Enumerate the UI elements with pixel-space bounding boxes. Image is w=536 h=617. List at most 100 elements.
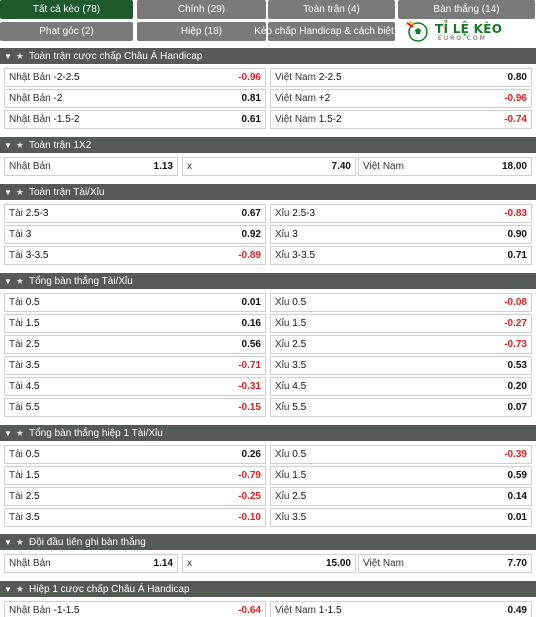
odds-row: Tài 0.5 0.01 Xỉu 0.5 -0.08 <box>0 293 536 312</box>
odds-cell[interactable]: Xỉu 0.5 -0.08 <box>270 293 532 312</box>
section-header[interactable]: ▼ ★ Toàn trận 1X2 <box>0 137 536 153</box>
odds-cell[interactable]: Xỉu 1.5 -0.27 <box>270 313 532 333</box>
odds-cell[interactable]: Việt Nam 2-2.5 0.80 <box>270 68 532 87</box>
odds-cell[interactable]: Tài 1.5 0.16 <box>4 313 266 333</box>
odds-value: 0.16 <box>241 317 261 329</box>
odds-cell[interactable]: Tài 5.5 -0.15 <box>4 397 266 417</box>
odds-cell[interactable]: Việt Nam 1.5-2 -0.74 <box>270 109 532 129</box>
odds-cell[interactable]: Xỉu 5.5 0.07 <box>270 397 532 417</box>
odds-cell[interactable]: Tài 2.5 0.56 <box>4 334 266 354</box>
tab-handicap-margin[interactable]: Kèo chấp Handicap & cách biệt (3) <box>254 22 409 41</box>
odds-cell[interactable]: Xỉu 1.5 0.59 <box>270 465 532 485</box>
section-header[interactable]: ▼ ★ Đội đầu tiên ghi bàn thắng <box>0 534 536 550</box>
selection-name: Xỉu <box>275 401 290 413</box>
odds-cell[interactable]: Tài 0.5 0.26 <box>4 445 266 464</box>
odds-cell[interactable]: Việt Nam 7.70 <box>358 554 532 573</box>
odds-value: 0.71 <box>507 249 527 261</box>
collapse-arrow-icon[interactable]: ▼ <box>4 537 12 547</box>
odds-value: -0.96 <box>238 72 261 83</box>
selection-name: Xỉu <box>275 338 290 350</box>
odds-cell[interactable]: Nhật Bản -2 0.81 <box>4 88 266 108</box>
odds-cell[interactable]: Xỉu 3.5 0.53 <box>270 355 532 375</box>
odds-cell[interactable]: Xỉu 4.5 0.20 <box>270 376 532 396</box>
section-title: Tổng bàn thắng Tài/Xỉu <box>29 275 133 287</box>
odds-cell[interactable]: Xỉu 3.5 0.01 <box>270 507 532 527</box>
section-header[interactable]: ▼ ★ Tổng bàn thắng Tài/Xỉu <box>0 273 536 289</box>
odds-cell[interactable]: Nhật Bản -1-1.5 -0.64 <box>4 601 266 617</box>
star-icon[interactable]: ★ <box>15 427 24 438</box>
tab-corners[interactable]: Phạt góc (2) <box>0 22 133 41</box>
section-fulltime-asian-handicap: ▼ ★ Toàn trận cược chấp Châu Á Handicap Nhậ… <box>0 48 536 129</box>
star-icon[interactable]: ★ <box>15 536 24 547</box>
odds-cell[interactable]: Tài 2.5-3 0.67 <box>4 204 266 223</box>
section-header[interactable]: ▼ ★ Toàn trận Tài/Xỉu <box>0 184 536 200</box>
collapse-arrow-icon[interactable]: ▼ <box>4 276 12 286</box>
odds-cell[interactable]: Nhật Bản 1.13 <box>4 157 178 176</box>
selection-name: Nhật Bản <box>9 72 51 83</box>
logo-subtext: EURO.COM <box>438 35 487 42</box>
odds-cell[interactable]: Tài 2.5 -0.25 <box>4 486 266 506</box>
odds-cell[interactable]: Tài 4.5 -0.31 <box>4 376 266 396</box>
collapse-arrow-icon[interactable]: ▼ <box>4 584 12 594</box>
tab-main[interactable]: Chính (29) <box>137 0 266 19</box>
odds-cell[interactable]: Tài 3 0.92 <box>4 224 266 244</box>
collapse-arrow-icon[interactable]: ▼ <box>4 140 12 150</box>
handicap-line: 2.5-3 <box>292 208 316 219</box>
odds-cell[interactable]: Tài 0.5 0.01 <box>4 293 266 312</box>
star-icon[interactable]: ★ <box>15 275 24 286</box>
odds-cell[interactable]: Việt Nam +2 -0.96 <box>270 88 532 108</box>
handicap-line: -2 <box>53 92 63 104</box>
odds-cell[interactable]: Nhật Bản -2-2.5 -0.96 <box>4 68 266 87</box>
odds-cell[interactable]: Việt Nam 18.00 <box>358 157 532 176</box>
selection-name: Nhật Bản <box>9 92 51 104</box>
handicap-line: 4.5 <box>25 380 40 392</box>
section-header[interactable]: ▼ ★ Hiệp 1 cược chấp Châu Á Handicap <box>0 581 536 597</box>
selection-label: Tài 3.5 <box>9 360 40 371</box>
selection-label: x <box>187 558 192 569</box>
tab-halves[interactable]: Hiệp (18) <box>137 22 266 41</box>
odds-cell[interactable]: Tài 3.5 -0.10 <box>4 507 266 527</box>
odds-cell[interactable]: Nhật Bản -1.5-2 0.61 <box>4 109 266 129</box>
star-icon[interactable]: ★ <box>15 583 24 594</box>
odds-cell[interactable]: x 7.40 <box>182 157 356 176</box>
odds-cell[interactable]: Xỉu 3-3.5 0.71 <box>270 245 532 265</box>
section-header[interactable]: ▼ ★ Tổng bàn thắng hiệp 1 Tài/Xỉu <box>0 425 536 441</box>
odds-cell[interactable]: Xỉu 3 0.90 <box>270 224 532 244</box>
selection-label: Xỉu 3.5 <box>275 360 306 371</box>
section-title: Toàn trận cược chấp Châu Á Handicap <box>29 50 203 62</box>
selection-name: Xỉu <box>275 297 290 308</box>
selection-name: Việt Nam <box>275 92 316 104</box>
odds-cell[interactable]: Xỉu 2.5 -0.73 <box>270 334 532 354</box>
handicap-line: 3.5 <box>25 511 40 523</box>
tab-all[interactable]: Tất cả kèo (78) <box>0 0 133 19</box>
odds-cell[interactable]: Tài 3.5 -0.71 <box>4 355 266 375</box>
selection-label: Tài 1.5 <box>9 318 40 329</box>
odds-row: Tài 2.5 0.56 Xỉu 2.5 -0.73 <box>0 334 536 354</box>
odds-cell[interactable]: Xỉu 0.5 -0.39 <box>270 445 532 464</box>
star-icon[interactable]: ★ <box>15 139 24 150</box>
section-header[interactable]: ▼ ★ Toàn trận cược chấp Châu Á Handicap <box>0 48 536 64</box>
handicap-line: 2.5-3 <box>25 208 49 219</box>
odds-cell[interactable]: Tài 3-3.5 -0.89 <box>4 245 266 265</box>
star-icon[interactable]: ★ <box>15 186 24 197</box>
selection-label: Tài 3.5 <box>9 512 40 523</box>
site-logo[interactable]: TỈ LỆ KÈO EURO.COM <box>405 20 533 42</box>
odds-cell[interactable]: Việt Nam 1-1.5 0.49 <box>270 601 532 617</box>
handicap-line: -2-2.5 <box>53 72 80 83</box>
star-icon[interactable]: ★ <box>15 50 24 61</box>
handicap-line: 1.5 <box>292 317 307 329</box>
odds-cell[interactable]: Tài 1.5 -0.79 <box>4 465 266 485</box>
odds-cell[interactable]: x 15.00 <box>182 554 356 573</box>
tab-goals[interactable]: Bàn thắng (14) <box>398 0 535 19</box>
collapse-arrow-icon[interactable]: ▼ <box>4 187 12 197</box>
odds-cell[interactable]: Xỉu 2.5-3 -0.83 <box>270 204 532 223</box>
collapse-arrow-icon[interactable]: ▼ <box>4 51 12 61</box>
odds-row: Tài 3 0.92 Xỉu 3 0.90 <box>0 224 536 244</box>
tab-full-match[interactable]: Toàn trận (4) <box>268 0 395 19</box>
odds-cell[interactable]: Nhật Bản 1.14 <box>4 554 178 573</box>
handicap-line: 3 <box>292 228 298 240</box>
odds-cell[interactable]: Xỉu 2.5 0.14 <box>270 486 532 506</box>
collapse-arrow-icon[interactable]: ▼ <box>4 428 12 438</box>
selection-name: Nhật Bản <box>9 605 51 616</box>
handicap-line: 3-3.5 <box>25 249 49 261</box>
